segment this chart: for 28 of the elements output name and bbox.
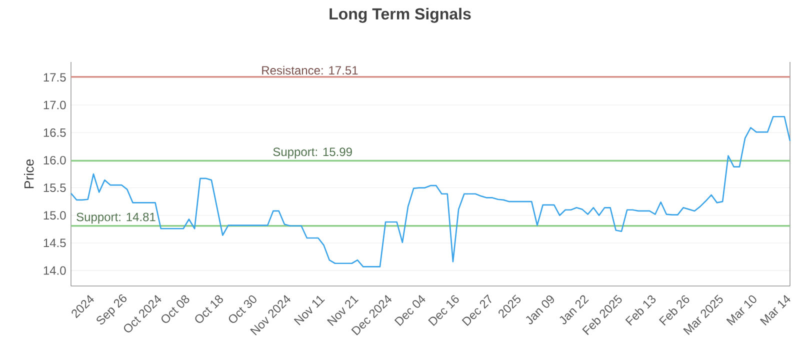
y-tick-label: 15.0 <box>44 211 66 220</box>
y-tick-label: 16.0 <box>44 156 66 164</box>
x-tick-label: Nov 11 <box>294 296 325 326</box>
x-tick-label: Mar 14 <box>760 294 790 326</box>
ref-line-label: Support: 15.99 <box>273 148 352 158</box>
y-tick-label: 15.5 <box>44 184 66 192</box>
x-tick-label: Oct 30 <box>228 295 256 323</box>
y-tick-label: 17.0 <box>44 100 66 110</box>
x-tick-label: Sep 26 <box>96 294 127 324</box>
x-tick-label: Feb 13 <box>625 295 656 326</box>
y-tick-label: 16.5 <box>44 128 66 137</box>
x-tick-label: Dec 16 <box>428 295 459 326</box>
x-tick-label: Dec 27 <box>462 294 492 326</box>
x-tick-label: Nov 21 <box>326 296 359 326</box>
y-tick-label: 17.5 <box>44 73 66 82</box>
chart-title: Long Term Signals <box>330 8 471 23</box>
x-tick-label: Oct 18 <box>195 295 223 323</box>
y-axis-title: Price <box>24 159 34 188</box>
y-tick-label: 14.0 <box>44 266 66 275</box>
x-tick-label: Jan 09 <box>526 295 554 324</box>
x-tick-label: Mar 10 <box>726 295 756 326</box>
x-tick-label: Jan 22 <box>560 295 589 324</box>
ref-line-label: Support: 14.81 <box>76 212 156 224</box>
ref-line-label: Resistance: 17.51 <box>262 66 358 75</box>
x-tick-label: Oct 08 <box>162 295 190 323</box>
y-tick-label: 14.5 <box>44 238 66 248</box>
x-tick-label: Feb 26 <box>658 295 690 326</box>
x-tick-label: Dec 04 <box>394 295 426 326</box>
